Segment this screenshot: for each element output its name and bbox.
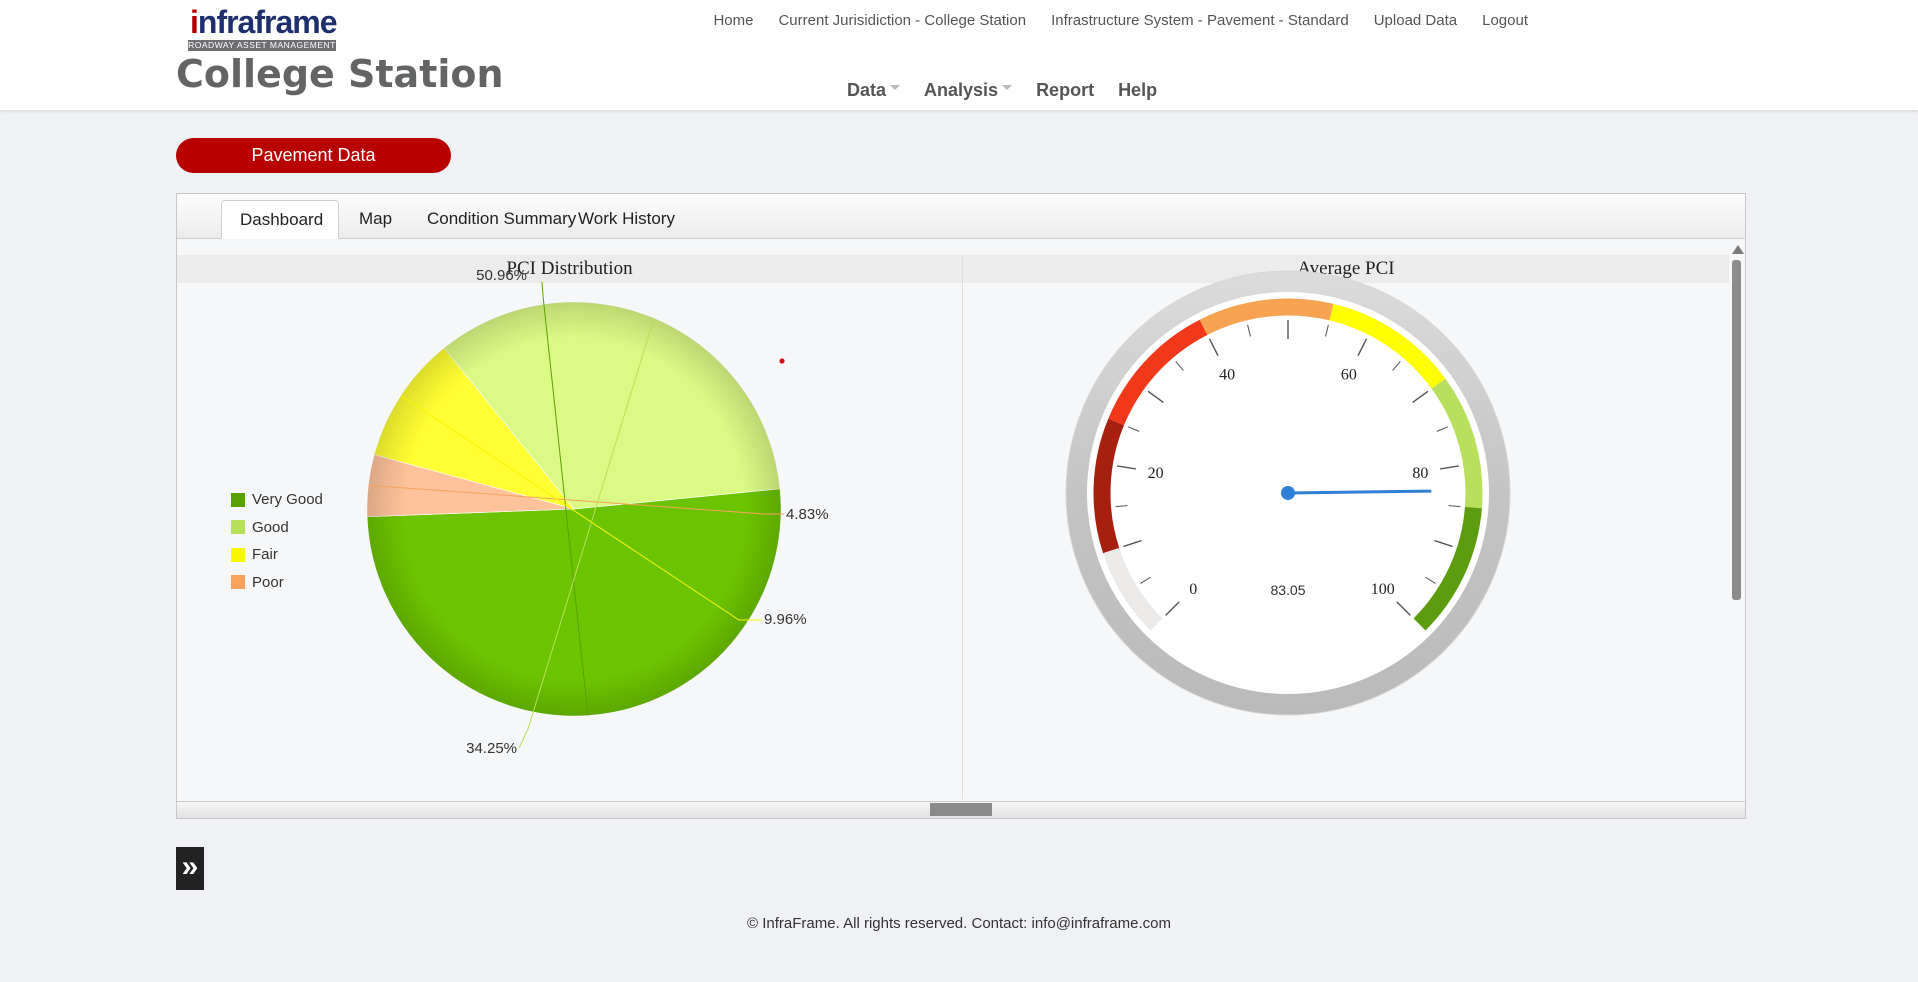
gauge-band-3 — [1199, 298, 1334, 335]
page-header: infraframe ROADWAY ASSET MANAGEMENT Coll… — [0, 0, 1918, 110]
gauge-major-tick — [1412, 390, 1429, 404]
pie-data-label: 9.96% — [764, 611, 807, 628]
gauge-tick-label: 100 — [1371, 581, 1395, 598]
pie-label-connector — [541, 281, 589, 716]
tab-condition-summary[interactable]: Condition Summary — [427, 209, 577, 228]
gauge-major-tick — [1147, 390, 1164, 404]
tab-work-history[interactable]: Work History — [578, 209, 675, 228]
gauge-major-tick — [1165, 601, 1180, 616]
gauge-minor-tick — [1325, 324, 1329, 337]
gauge-minor-tick — [1175, 361, 1184, 371]
tab-bar: Dashboard Map Condition Summary Work His… — [177, 194, 1745, 239]
gauge-minor-tick — [1425, 576, 1436, 584]
pie-label-connector — [368, 484, 784, 515]
gauge-minor-tick — [1392, 361, 1401, 371]
gauge-major-tick — [1123, 539, 1142, 548]
pie-label-connector — [400, 395, 762, 621]
gauge-band-0 — [1103, 547, 1163, 631]
menu-analysis[interactable]: Analysis — [924, 80, 1013, 101]
gauge-tick-label: 80 — [1412, 465, 1428, 482]
legend-label: Poor — [252, 573, 284, 591]
gauge-pivot — [1281, 486, 1295, 500]
nav-home-link[interactable]: Home — [713, 12, 754, 29]
legend-swatch — [231, 492, 245, 507]
pie-data-label: 34.25% — [466, 740, 517, 757]
gauge-band-4 — [1329, 303, 1446, 389]
gauge-minor-tick — [1448, 505, 1461, 508]
page-title: College Station — [176, 52, 504, 96]
pci-pie-chart: 50.96% 4.83% 9.96% 34.25% — [366, 267, 829, 757]
logo-tagline: ROADWAY ASSET MANAGEMENT — [188, 40, 336, 51]
legend-item-fair[interactable]: Fair — [231, 541, 323, 569]
main-navigation: Data Analysis Report Help — [847, 80, 1181, 101]
legend-label: Very Good — [252, 491, 323, 509]
nav-jurisdiction-link[interactable]: Current Jurisidiction - College Station — [778, 12, 1027, 29]
legend-swatch — [231, 520, 245, 535]
gauge-major-tick — [1357, 338, 1368, 357]
gauge-minor-tick — [1115, 505, 1128, 508]
gauge-tick-label: 0 — [1189, 581, 1197, 598]
vertical-scroll-thumb[interactable] — [1732, 260, 1741, 600]
nav-infrastructure-system-link[interactable]: Infrastructure System - Pavement - Stand… — [1051, 12, 1349, 29]
nav-logout-link[interactable]: Logout — [1482, 12, 1528, 29]
gauge-band-2 — [1108, 319, 1208, 426]
gauge-band-1 — [1093, 418, 1125, 554]
legend-swatch — [231, 575, 245, 590]
pie-data-label: 50.96% — [476, 267, 527, 284]
pie-label-connector — [518, 317, 655, 749]
legend-item-poor[interactable]: Poor — [231, 569, 323, 597]
footer-copyright: © InfraFrame. All rights reserved. Conta… — [747, 915, 1171, 932]
gauge-minor-tick — [1247, 324, 1251, 337]
chevron-down-icon — [1002, 85, 1013, 90]
gauge-tick-label: 60 — [1341, 367, 1357, 384]
pie-legend: Very Good Good Fair Poor — [231, 486, 323, 596]
gauge-tick-label: 20 — [1148, 465, 1164, 482]
gauge-major-tick — [1439, 465, 1459, 470]
tab-dashboard[interactable]: Dashboard — [221, 200, 339, 239]
scroll-up-arrow-icon[interactable] — [1732, 245, 1744, 254]
gauge-minor-tick — [1140, 576, 1151, 584]
tab-map[interactable]: Map — [359, 209, 393, 228]
vertical-scrollbar[interactable] — [1729, 239, 1745, 799]
horizontal-scrollbar[interactable] — [177, 801, 1745, 818]
expand-sidebar-button[interactable]: » — [176, 847, 204, 890]
gauge-band-5 — [1431, 378, 1483, 509]
pie-shading — [367, 302, 781, 716]
infraframe-logo[interactable]: infraframe ROADWAY ASSET MANAGEMENT — [178, 4, 338, 52]
dashboard-panel: Dashboard Map Condition Summary Work His… — [176, 193, 1746, 819]
pie-data-label: 4.83% — [786, 506, 829, 523]
menu-data[interactable]: Data — [847, 80, 901, 101]
dashboard-content: PCI Distribution Average PCI Very Good G… — [177, 239, 1729, 799]
menu-report[interactable]: Report — [1036, 80, 1095, 100]
legend-item-very-good[interactable]: Very Good — [231, 486, 323, 514]
gauge-minor-tick — [1436, 426, 1449, 432]
legend-label: Good — [252, 518, 289, 536]
legend-label: Fair — [252, 546, 278, 564]
top-navigation: Home Current Jurisidiction - College Sta… — [713, 12, 1528, 29]
gauge-major-tick — [1434, 539, 1453, 548]
column-divider — [962, 255, 963, 799]
gauge-major-tick — [1208, 338, 1219, 357]
gauge-tick-label: 40 — [1219, 367, 1235, 384]
pavement-data-button[interactable]: Pavement Data — [176, 138, 451, 173]
chevron-down-icon — [890, 85, 901, 90]
gauge-needle — [1286, 489, 1432, 495]
nav-upload-data-link[interactable]: Upload Data — [1373, 12, 1458, 29]
legend-item-good[interactable]: Good — [231, 514, 323, 542]
gauge-value-label: 83.05 — [1270, 582, 1305, 598]
logo-wordmark: infraframe — [190, 4, 337, 40]
gauge-band-6 — [1413, 506, 1482, 631]
pci-distribution-title: PCI Distribution — [177, 255, 962, 283]
legend-swatch — [231, 547, 245, 562]
gauge-major-tick — [1396, 601, 1411, 616]
horizontal-scroll-thumb[interactable] — [930, 803, 992, 816]
red-marker-dot — [779, 358, 785, 364]
gauge-minor-tick — [1127, 426, 1140, 432]
gauge-major-tick — [1117, 465, 1137, 470]
average-pci-gauge: 0 20 40 60 80 100 83.05 — [1065, 270, 1511, 716]
menu-help[interactable]: Help — [1118, 80, 1158, 100]
